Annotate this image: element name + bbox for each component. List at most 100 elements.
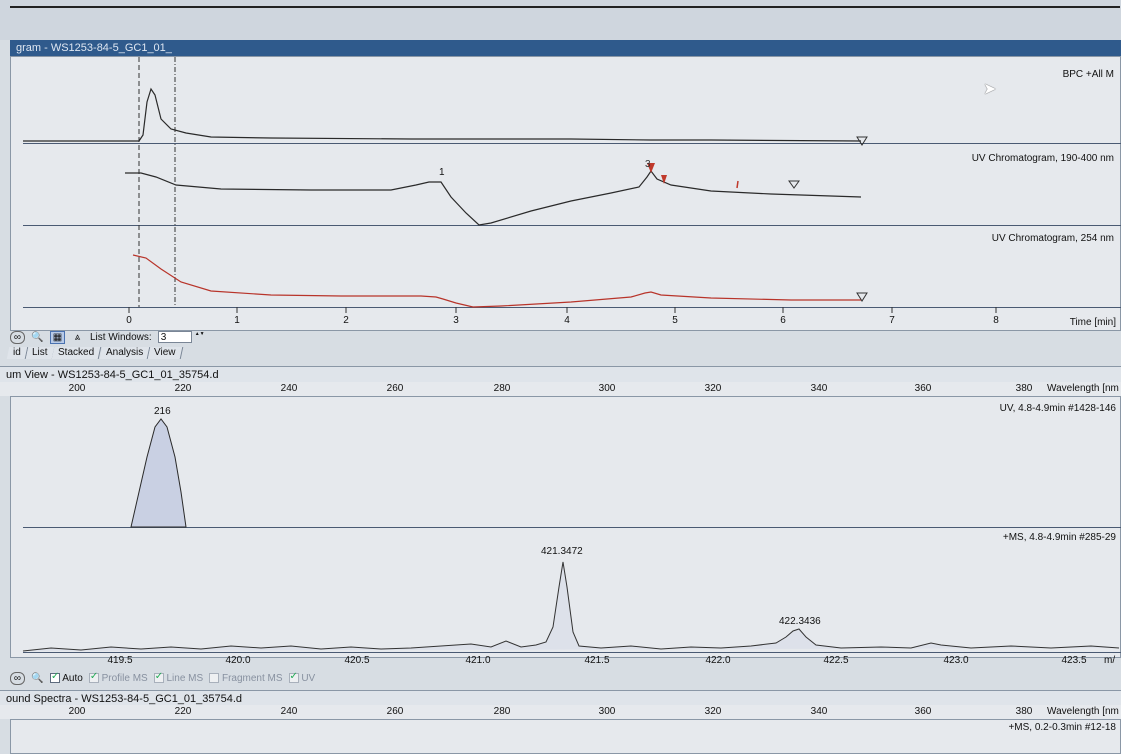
mz-tick-421-5: 421.5 [584,655,610,666]
compound-title: ound Spectra - WS1253-84-5_GC1_01_35754.… [6,693,243,705]
wl-tick-280: 280 [493,383,511,394]
red-tick-1 [736,180,739,189]
zoom-icon[interactable]: 🔍 [31,672,44,684]
mz-tick-420-5: 420.5 [344,655,370,666]
mz-tick-421-0: 421.0 [465,655,491,666]
tab-view[interactable]: View [147,347,183,359]
cwl-tick-260: 260 [386,706,404,717]
chart-icon[interactable]: ▦ [50,330,65,344]
compound-wavelength-axis: 200 220 240 260 280 300 320 340 360 380 … [0,705,1121,719]
trace-divider-2 [23,225,1121,226]
compound-plot[interactable]: +MS, 0.2-0.3min #12-18 [10,719,1121,754]
list-windows-label: List Windows: [90,331,152,343]
ms-peak-label-1: 421.3472 [541,546,583,557]
tab-stacked[interactable]: Stacked [52,347,102,359]
x-tick-5: 5 [672,315,678,326]
view-tabs: id List Stacked Analysis View [6,347,183,359]
trace-divider-1 [23,143,1121,144]
x-axis-line [23,307,1121,308]
zoom-icon[interactable]: 🔍 [31,331,44,343]
link-icon[interactable]: ∞ [10,330,25,344]
uv-peak-216 [130,418,187,528]
spectrum-title-bar[interactable]: um View - WS1253-84-5_GC1_01_35754.d [0,366,1121,382]
peaks-icon[interactable]: ⩓ [74,331,81,343]
marker-triangle-3 [856,292,868,302]
line-ms-checkbox-group[interactable]: Line MS [153,671,203,684]
wavelength-axis-title: Wavelength [nm [1047,383,1119,394]
x-tick-7: 7 [889,315,895,326]
spectrum-divider [23,527,1121,528]
x-ticks [128,307,997,313]
uv-peak-label: 216 [154,406,171,417]
wavelength-axis: 200 220 240 260 280 300 320 340 360 380 … [0,382,1121,396]
uv-checkbox[interactable] [288,671,299,683]
x-axis-title: Time [min] [1069,317,1116,328]
tab-id[interactable]: id [6,347,29,359]
cwl-tick-360: 360 [914,706,932,717]
cwl-tick-220: 220 [174,706,192,717]
uv-checkbox-group[interactable]: UV [288,671,315,684]
tab-analysis[interactable]: Analysis [99,347,151,359]
cwl-tick-240: 240 [280,706,298,717]
chromatogram-plot[interactable]: BPC +All M UV Chromatogram, 190-400 nm U… [10,56,1121,331]
wl-tick-340: 340 [810,383,828,394]
marker-triangle-1 [856,136,868,146]
mz-tick-423-5: 423.5 [1061,655,1087,666]
uv-254-trace [132,254,861,308]
cwl-tick-300: 300 [598,706,616,717]
mz-tick-422-5: 422.5 [823,655,849,666]
mz-tick-422-0: 422.0 [705,655,731,666]
marker-triangle-2 [788,180,800,189]
compound-title-bar[interactable]: ound Spectra - WS1253-84-5_GC1_01_35754.… [0,690,1121,706]
link-icon[interactable]: ∞ [10,671,25,685]
compound-ms-label: +MS, 0.2-0.3min #12-18 [1008,722,1116,733]
wl-tick-300: 300 [598,383,616,394]
trace-label-uv-254: UV Chromatogram, 254 nm [991,233,1114,244]
uv-spectrum-label: UV, 4.8-4.9min #1428-146 [999,403,1116,414]
fragment-ms-checkbox[interactable] [209,672,220,683]
wl-tick-380: 380 [1015,383,1033,394]
trace-label-bpc: BPC +All M [1062,69,1114,80]
fragment-ms-checkbox-group[interactable]: Fragment MS [209,672,283,684]
peak-marker-1: 1 [439,167,445,178]
chromatogram-traces [23,57,997,313]
x-tick-3: 3 [453,315,459,326]
cwl-tick-380: 380 [1015,706,1033,717]
cwl-tick-320: 320 [704,706,722,717]
spectrum-plot[interactable]: UV, 4.8-4.9min #1428-146 +MS, 4.8-4.9min… [10,396,1121,658]
mz-tick-423-0: 423.0 [943,655,969,666]
cwl-tick-280: 280 [493,706,511,717]
x-tick-4: 4 [564,315,570,326]
mz-axis-line [23,652,1121,653]
wl-tick-220: 220 [174,383,192,394]
mz-tick-420-0: 420.0 [225,655,251,666]
line-ms-checkbox[interactable] [153,671,164,683]
list-windows-spinner[interactable]: 3 [157,331,205,343]
profile-ms-checkbox[interactable] [88,671,99,683]
auto-checkbox-group[interactable]: Auto [50,671,83,684]
profile-ms-checkbox-group[interactable]: Profile MS [88,671,148,684]
x-tick-2: 2 [343,315,349,326]
top-divider [10,6,1120,8]
spectrum-toolbar: ∞ 🔍 Auto Profile MS Line MS Fragment MS … [10,671,315,685]
x-tick-8: 8 [993,315,999,326]
spectrum-title: um View - WS1253-84-5_GC1_01_35754.d [6,369,219,381]
chromatogram-title-bar[interactable]: gram - WS1253-84-5_GC1_01_ [10,40,1121,56]
wl-tick-360: 360 [914,383,932,394]
ms-peak-label-2: 422.3436 [779,616,821,627]
wl-tick-240: 240 [280,383,298,394]
ms-spectrum-label: +MS, 4.8-4.9min #285-29 [1002,532,1116,543]
trace-label-uv-190-400: UV Chromatogram, 190-400 nm [971,153,1114,164]
spectrum-traces [22,418,1120,652]
auto-checkbox[interactable] [50,671,60,683]
red-marker-a [647,163,655,173]
wl-tick-200: 200 [68,383,86,394]
ms-baseline [22,561,1120,652]
cwl-tick-200: 200 [68,706,86,717]
mz-axis-title: m/ [1104,655,1116,666]
tab-list[interactable]: List [25,347,55,359]
mz-tick-419-5: 419.5 [107,655,133,666]
wl-tick-260: 260 [386,383,404,394]
x-tick-6: 6 [780,315,786,326]
cwl-tick-340: 340 [810,706,828,717]
